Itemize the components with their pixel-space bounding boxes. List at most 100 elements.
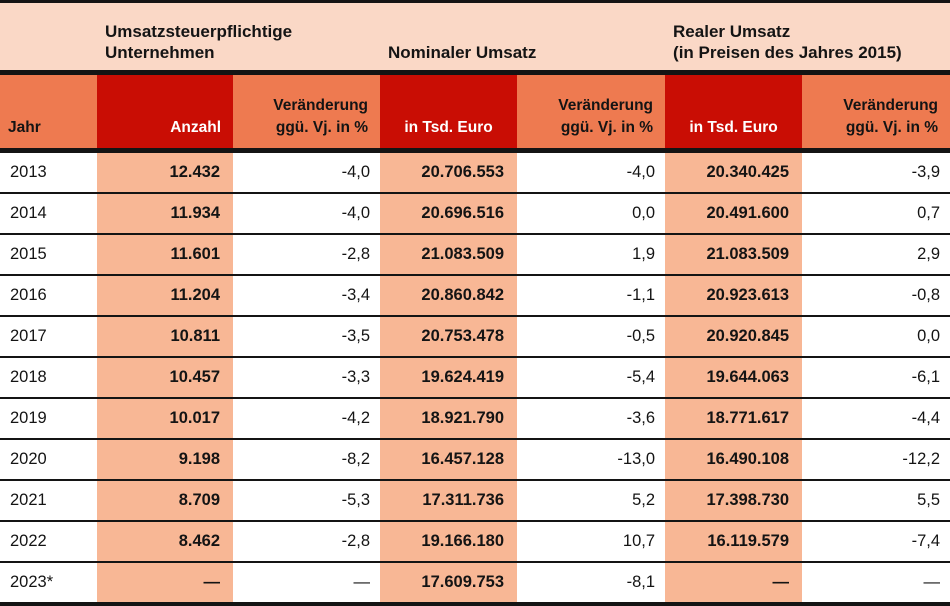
cell-real-umsatz: 20.920.845 bbox=[665, 316, 803, 358]
cell-real-umsatz: — bbox=[665, 562, 803, 604]
cell-nominal-change: -13,0 bbox=[517, 439, 666, 481]
cell-real-umsatz: 21.083.509 bbox=[665, 234, 803, 276]
column-header-change-line1: Veränderung bbox=[273, 97, 369, 114]
cell-nominal-umsatz: 18.921.790 bbox=[380, 398, 518, 440]
cell-anzahl: 8.709 bbox=[97, 480, 233, 522]
group-header-spacer bbox=[0, 1, 97, 75]
column-header-change-real: Veränderung ggü. Vj. in % bbox=[802, 72, 950, 153]
cell-nominal-change: -8,1 bbox=[517, 562, 666, 604]
cell-nominal-change: 10,7 bbox=[517, 521, 666, 563]
cell-jahr: 2017 bbox=[0, 316, 97, 358]
cell-anzahl: 11.601 bbox=[97, 234, 233, 276]
cell-jahr: 2019 bbox=[0, 398, 97, 440]
cell-anzahl-change: -4,0 bbox=[233, 150, 381, 194]
cell-jahr: 2016 bbox=[0, 275, 97, 317]
cell-anzahl: 10.017 bbox=[97, 398, 233, 440]
group-header-row: Umsatzsteuerpflichtige Unternehmen Nomin… bbox=[0, 1, 950, 75]
column-header-change-nominal: Veränderung ggü. Vj. in % bbox=[517, 72, 666, 153]
cell-real-umsatz: 16.119.579 bbox=[665, 521, 803, 563]
cell-real-change: -7,4 bbox=[802, 521, 950, 563]
cell-real-umsatz: 19.644.063 bbox=[665, 357, 803, 399]
table-body: 2013 12.432 -4,0 20.706.553 -4,0 20.340.… bbox=[0, 150, 950, 604]
cell-anzahl: 10.811 bbox=[97, 316, 233, 358]
table-row: 2019 10.017 -4,2 18.921.790 -3,6 18.771.… bbox=[0, 398, 950, 440]
cell-real-umsatz: 16.490.108 bbox=[665, 439, 803, 481]
cell-real-change: -4,4 bbox=[802, 398, 950, 440]
cell-nominal-umsatz: 16.457.128 bbox=[380, 439, 518, 481]
group-header-companies-line2: Unternehmen bbox=[105, 43, 215, 62]
cell-anzahl-change: -3,5 bbox=[233, 316, 381, 358]
table-row: 2021 8.709 -5,3 17.311.736 5,2 17.398.73… bbox=[0, 480, 950, 522]
table-row: 2018 10.457 -3,3 19.624.419 -5,4 19.644.… bbox=[0, 357, 950, 399]
cell-real-change: 0,7 bbox=[802, 193, 950, 235]
cell-anzahl-change: -4,2 bbox=[233, 398, 381, 440]
group-header-companies-line1: Umsatzsteuerpflichtige bbox=[105, 22, 293, 41]
cell-nominal-umsatz: 21.083.509 bbox=[380, 234, 518, 276]
cell-nominal-change: -1,1 bbox=[517, 275, 666, 317]
column-header-change-line2: ggü. Vj. in % bbox=[560, 119, 654, 136]
cell-anzahl-change: -2,8 bbox=[233, 521, 381, 563]
cell-nominal-umsatz: 19.624.419 bbox=[380, 357, 518, 399]
cell-real-umsatz: 17.398.730 bbox=[665, 480, 803, 522]
table-row: 2014 11.934 -4,0 20.696.516 0,0 20.491.6… bbox=[0, 193, 950, 235]
cell-nominal-change: -3,6 bbox=[517, 398, 666, 440]
cell-jahr: 2022 bbox=[0, 521, 97, 563]
table-row: 2023* — — 17.609.753 -8,1 — — bbox=[0, 562, 950, 604]
cell-real-umsatz: 20.491.600 bbox=[665, 193, 803, 235]
column-header-change-line2: ggü. Vj. in % bbox=[275, 119, 369, 136]
group-header-nominal: Nominaler Umsatz bbox=[380, 1, 666, 75]
table-row: 2013 12.432 -4,0 20.706.553 -4,0 20.340.… bbox=[0, 150, 950, 194]
table-row: 2015 11.601 -2,8 21.083.509 1,9 21.083.5… bbox=[0, 234, 950, 276]
cell-anzahl: 9.198 bbox=[97, 439, 233, 481]
cell-nominal-change: 0,0 bbox=[517, 193, 666, 235]
cell-nominal-umsatz: 20.753.478 bbox=[380, 316, 518, 358]
cell-anzahl: — bbox=[97, 562, 233, 604]
cell-jahr: 2020 bbox=[0, 439, 97, 481]
cell-anzahl-change: -2,8 bbox=[233, 234, 381, 276]
cell-jahr: 2023* bbox=[0, 562, 97, 604]
cell-nominal-umsatz: 20.696.516 bbox=[380, 193, 518, 235]
cell-anzahl-change: -4,0 bbox=[233, 193, 381, 235]
cell-real-umsatz: 20.340.425 bbox=[665, 150, 803, 194]
cell-real-umsatz: 18.771.617 bbox=[665, 398, 803, 440]
column-header-real-euro: in Tsd. Euro bbox=[665, 72, 803, 153]
cell-jahr: 2013 bbox=[0, 150, 97, 194]
cell-jahr: 2015 bbox=[0, 234, 97, 276]
cell-real-change: 0,0 bbox=[802, 316, 950, 358]
cell-nominal-change: -0,5 bbox=[517, 316, 666, 358]
group-header-nominal-label: Nominaler Umsatz bbox=[388, 43, 537, 62]
group-header-companies: Umsatzsteuerpflichtige Unternehmen bbox=[97, 1, 381, 75]
cell-real-change: — bbox=[802, 562, 950, 604]
group-header-real: Realer Umsatz (in Preisen des Jahres 201… bbox=[665, 1, 950, 75]
cell-real-change: 5,5 bbox=[802, 480, 950, 522]
cell-real-change: -0,8 bbox=[802, 275, 950, 317]
column-header-change-companies: Veränderung ggü. Vj. in % bbox=[233, 72, 381, 153]
group-header-real-line2: (in Preisen des Jahres 2015) bbox=[673, 43, 902, 62]
cell-nominal-change: 1,9 bbox=[517, 234, 666, 276]
column-header-nominal-euro: in Tsd. Euro bbox=[380, 72, 518, 153]
cell-jahr: 2021 bbox=[0, 480, 97, 522]
cell-nominal-change: -4,0 bbox=[517, 150, 666, 194]
cell-anzahl: 11.204 bbox=[97, 275, 233, 317]
column-header-jahr: Jahr bbox=[0, 72, 97, 153]
column-header-anzahl: Anzahl bbox=[97, 72, 233, 153]
cell-nominal-umsatz: 20.860.842 bbox=[380, 275, 518, 317]
column-header-change-line1: Veränderung bbox=[558, 97, 654, 114]
cell-anzahl: 12.432 bbox=[97, 150, 233, 194]
cell-anzahl-change: -3,3 bbox=[233, 357, 381, 399]
cell-nominal-umsatz: 17.609.753 bbox=[380, 562, 518, 604]
table-row: 2020 9.198 -8,2 16.457.128 -13,0 16.490.… bbox=[0, 439, 950, 481]
cell-anzahl-change: — bbox=[233, 562, 381, 604]
cell-anzahl: 8.462 bbox=[97, 521, 233, 563]
cell-jahr: 2018 bbox=[0, 357, 97, 399]
table-row: 2017 10.811 -3,5 20.753.478 -0,5 20.920.… bbox=[0, 316, 950, 358]
cell-nominal-umsatz: 19.166.180 bbox=[380, 521, 518, 563]
cell-real-change: -6,1 bbox=[802, 357, 950, 399]
cell-jahr: 2014 bbox=[0, 193, 97, 235]
cell-real-change: -12,2 bbox=[802, 439, 950, 481]
column-header-change-line2: ggü. Vj. in % bbox=[845, 119, 939, 136]
column-header-row: Jahr Anzahl Veränderung ggü. Vj. in % in… bbox=[0, 72, 950, 153]
cell-anzahl: 10.457 bbox=[97, 357, 233, 399]
group-header-real-line1: Realer Umsatz bbox=[673, 22, 791, 41]
